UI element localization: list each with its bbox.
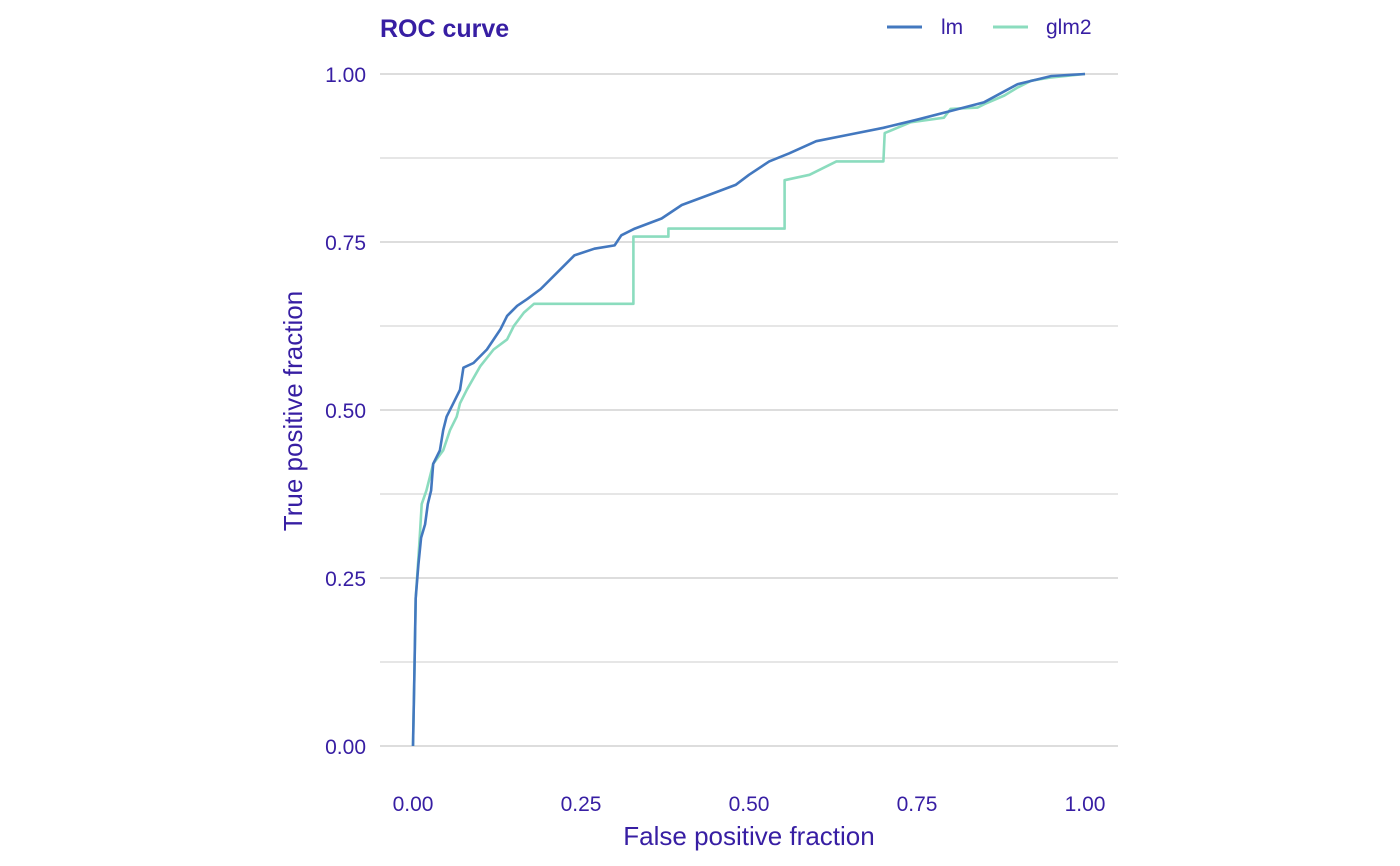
y-axis-label: True positive fraction (278, 291, 308, 531)
series-line-lm (411, 72, 1086, 747)
y-tick-label: 0.25 (325, 568, 366, 591)
series-line-glm2 (411, 72, 1086, 747)
x-tick-label: 0.50 (729, 793, 770, 816)
y-tick-label: 1.00 (325, 64, 366, 87)
legend-lm-label: lm (941, 16, 963, 39)
x-tick-label: 0.00 (393, 793, 434, 816)
y-tick-label: 0.75 (325, 232, 366, 255)
y-tick-label: 0.50 (325, 400, 366, 423)
y-tick-label: 0.00 (325, 736, 366, 759)
x-tick-label: 1.00 (1065, 793, 1106, 816)
y-axis-ticks: 0.00 0.25 0.50 0.75 1.00 (325, 64, 366, 759)
x-axis-ticks: 0.00 0.25 0.50 0.75 1.00 (393, 793, 1106, 816)
series-lines (411, 72, 1086, 747)
x-tick-label: 0.25 (561, 793, 602, 816)
legend-glm2-label: glm2 (1046, 16, 1092, 39)
legend: lm glm2 (887, 16, 1092, 39)
chart-title: ROC curve (380, 15, 509, 43)
x-tick-label: 0.75 (897, 793, 938, 816)
x-axis-label: False positive fraction (623, 821, 874, 851)
